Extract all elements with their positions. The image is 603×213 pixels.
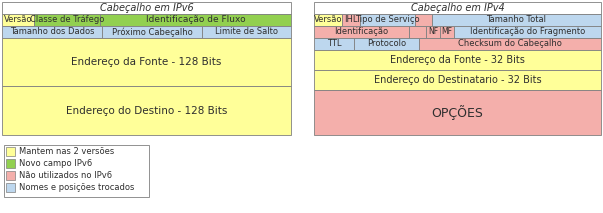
FancyBboxPatch shape: [102, 26, 202, 38]
FancyBboxPatch shape: [2, 86, 291, 135]
FancyBboxPatch shape: [2, 2, 291, 14]
FancyBboxPatch shape: [426, 26, 440, 38]
FancyBboxPatch shape: [100, 14, 291, 26]
FancyBboxPatch shape: [4, 145, 149, 197]
FancyBboxPatch shape: [314, 90, 601, 135]
Text: Novo campo IPv6: Novo campo IPv6: [19, 159, 92, 168]
FancyBboxPatch shape: [419, 38, 601, 50]
Text: IHL: IHL: [344, 16, 358, 24]
Text: MF: MF: [441, 27, 452, 36]
FancyBboxPatch shape: [2, 14, 34, 26]
Text: Tamanho Total: Tamanho Total: [487, 16, 546, 24]
FancyBboxPatch shape: [360, 14, 415, 26]
Text: Checksum do Cabeçalho: Checksum do Cabeçalho: [458, 39, 562, 49]
FancyBboxPatch shape: [314, 38, 354, 50]
FancyBboxPatch shape: [34, 14, 100, 26]
Text: Tamanho dos Dados: Tamanho dos Dados: [10, 27, 94, 36]
Text: Versão: Versão: [4, 16, 32, 24]
FancyBboxPatch shape: [415, 14, 432, 26]
Text: Endereço da Fonte - 128 Bits: Endereço da Fonte - 128 Bits: [71, 57, 222, 67]
FancyBboxPatch shape: [314, 70, 601, 90]
FancyBboxPatch shape: [314, 2, 601, 14]
Text: Endereço da Fonte - 32 Bits: Endereço da Fonte - 32 Bits: [390, 55, 525, 65]
Text: Cabeçalho em IPv4: Cabeçalho em IPv4: [411, 3, 504, 13]
Text: Identificação do Fragmento: Identificação do Fragmento: [470, 27, 585, 36]
FancyBboxPatch shape: [314, 50, 601, 70]
Text: Não utilizados no IPv6: Não utilizados no IPv6: [19, 171, 112, 180]
Text: Próximo Cabeçalho: Próximo Cabeçalho: [112, 27, 192, 37]
FancyBboxPatch shape: [2, 26, 102, 38]
FancyBboxPatch shape: [6, 147, 15, 156]
FancyBboxPatch shape: [202, 26, 291, 38]
FancyBboxPatch shape: [2, 38, 291, 86]
FancyBboxPatch shape: [454, 26, 601, 38]
FancyBboxPatch shape: [342, 14, 360, 26]
Text: Identificação: Identificação: [335, 27, 388, 36]
FancyBboxPatch shape: [6, 171, 15, 180]
Text: Cabeçalho em IPv6: Cabeçalho em IPv6: [99, 3, 194, 13]
Text: NF: NF: [428, 27, 438, 36]
FancyBboxPatch shape: [6, 159, 15, 168]
FancyBboxPatch shape: [314, 14, 342, 26]
Text: Endereço do Destino - 128 Bits: Endereço do Destino - 128 Bits: [66, 105, 227, 115]
FancyBboxPatch shape: [354, 38, 419, 50]
FancyBboxPatch shape: [6, 183, 15, 192]
FancyBboxPatch shape: [432, 14, 601, 26]
FancyBboxPatch shape: [314, 26, 409, 38]
Text: Protocolo: Protocolo: [367, 39, 406, 49]
Text: Classe de Tráfego: Classe de Tráfego: [30, 16, 104, 24]
Text: Endereço do Destinatario - 32 Bits: Endereço do Destinatario - 32 Bits: [374, 75, 541, 85]
Text: Tipo de Serviço: Tipo de Serviço: [355, 16, 420, 24]
FancyBboxPatch shape: [409, 26, 426, 38]
Text: OPÇÕES: OPÇÕES: [432, 105, 484, 120]
Text: Versão: Versão: [314, 16, 343, 24]
Text: Mantem nas 2 versões: Mantem nas 2 versões: [19, 147, 114, 156]
Text: Limite de Salto: Limite de Salto: [215, 27, 278, 36]
Text: Nomes e posições trocados: Nomes e posições trocados: [19, 183, 134, 192]
Text: TTL: TTL: [327, 39, 341, 49]
Text: Identificação de Fluxo: Identificação de Fluxo: [146, 16, 245, 24]
FancyBboxPatch shape: [440, 26, 454, 38]
